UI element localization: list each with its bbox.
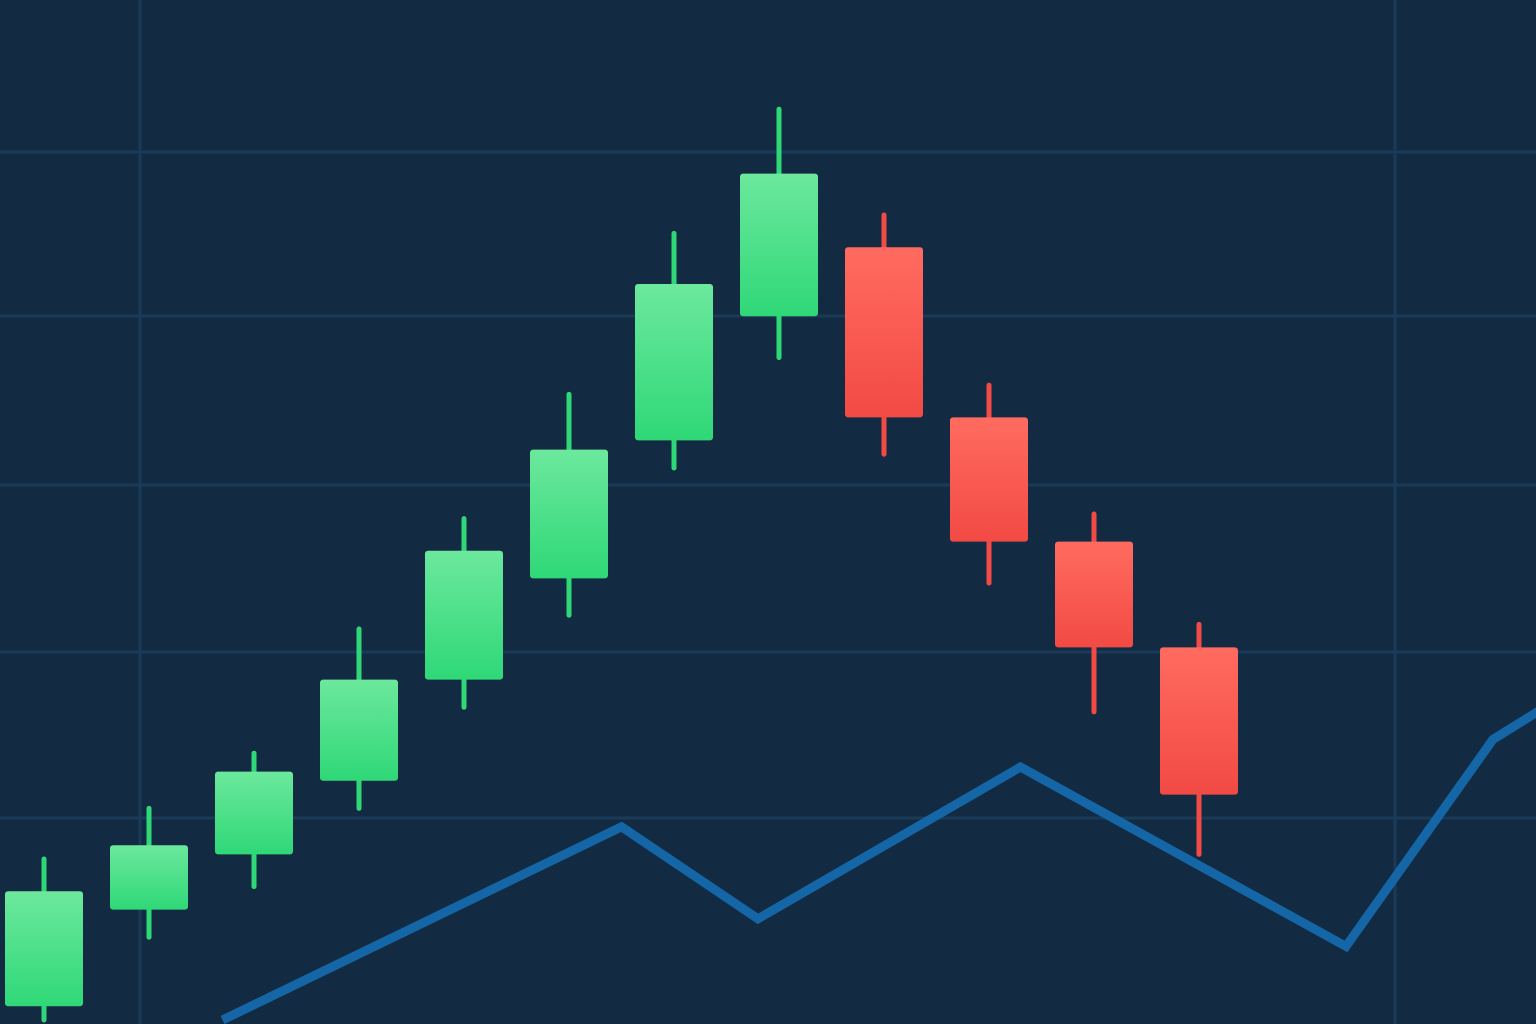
candle-down [950,382,1028,586]
candle-body [1160,647,1238,795]
candle-down [1160,621,1238,857]
trend-line [220,707,1536,1024]
candle-up [110,805,188,940]
candle-up [215,750,293,890]
candle-up [530,391,608,618]
candle-up [5,856,83,1023]
candle-body [740,173,818,317]
candle-body [635,284,713,441]
candle-up [320,626,398,811]
candle-body [1055,541,1133,648]
candle-body [530,449,608,579]
candle-body [320,679,398,781]
candle-down [845,212,923,457]
candle-body [425,550,503,680]
trend-line-layer [220,707,1536,1024]
candle-body [110,845,188,910]
candle-body [845,247,923,418]
candles-layer [5,106,1238,1023]
candle-down [1055,511,1133,715]
candle-up [740,106,818,361]
candle-body [950,417,1028,542]
candle-up [425,516,503,710]
candle-up [635,230,713,471]
candle-body [215,771,293,855]
candle-body [5,891,83,1007]
